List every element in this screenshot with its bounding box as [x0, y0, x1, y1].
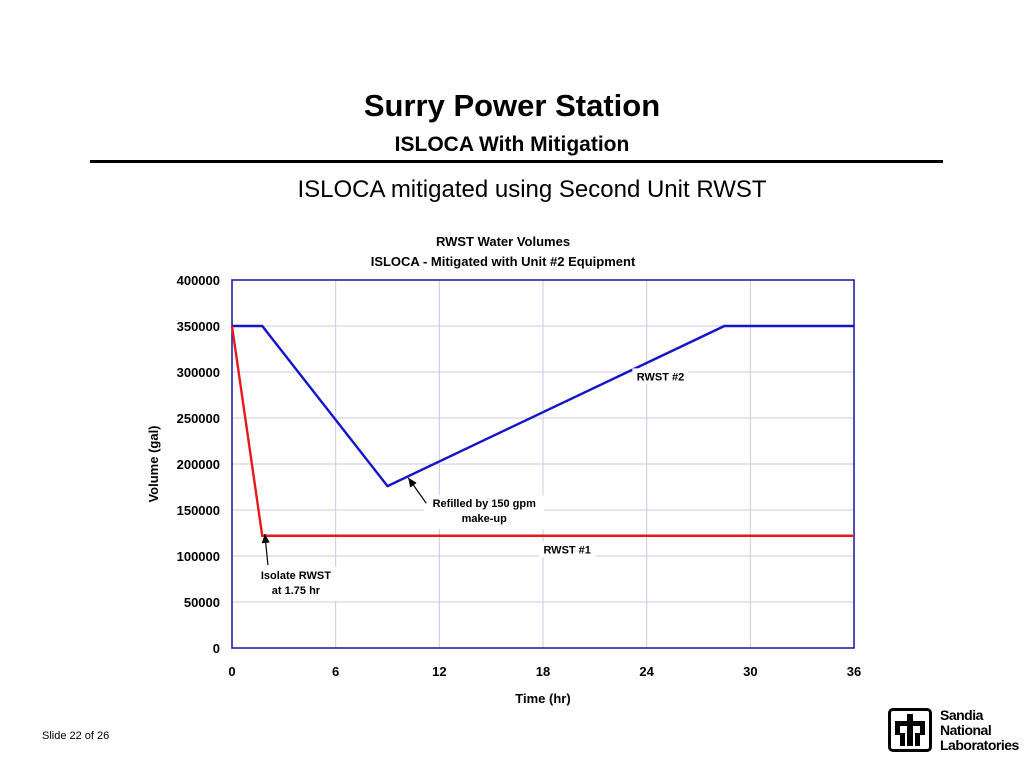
slide-subtitle: ISLOCA With Mitigation — [394, 133, 630, 156]
y-tick-label: 0 — [213, 641, 220, 656]
x-tick-label: 36 — [847, 664, 861, 679]
sandia-logo-text: Sandia National Laboratories — [940, 708, 1019, 753]
chart-subtitle: ISLOCA - Mitigated with Unit #2 Equipmen… — [371, 254, 636, 269]
annotation-text: make-up — [462, 513, 508, 525]
annotation-bg — [235, 567, 356, 601]
annotation-text: Refilled by 150 gpm — [433, 498, 537, 510]
slide-heading: ISLOCA mitigated using Second Unit RWST — [297, 176, 767, 203]
logo-line-1: Sandia — [940, 707, 983, 723]
x-tick-label: 24 — [639, 664, 654, 679]
y-tick-label: 150000 — [177, 503, 220, 518]
x-tick-label: 12 — [432, 664, 446, 679]
series-label: RWST #1 — [543, 544, 590, 556]
annotation-text: at 1.75 hr — [272, 585, 321, 597]
plot-border — [231, 279, 855, 649]
series-line-rwst-1 — [230, 325, 854, 537]
y-tick-label: 200000 — [177, 457, 220, 472]
sandia-logo: Sandia National Laboratories — [888, 708, 1019, 758]
slide-title: Surry Power Station — [363, 88, 661, 123]
logo-line-2: National — [940, 722, 992, 738]
y-tick-label: 300000 — [177, 365, 220, 380]
y-tick-label: 400000 — [177, 273, 220, 288]
y-tick-label: 50000 — [184, 595, 220, 610]
y-tick-label: 350000 — [177, 319, 220, 334]
annotation-arrow-head — [408, 477, 417, 488]
y-tick-label: 250000 — [177, 411, 220, 426]
annotation-arrow-head — [261, 533, 270, 544]
x-tick-label: 30 — [743, 664, 757, 679]
title-divider — [90, 160, 943, 163]
annotation-bg — [424, 495, 545, 530]
series-label-bg — [539, 541, 596, 558]
slide-number: Slide 22 of 26 — [42, 730, 110, 742]
x-tick-label: 6 — [332, 664, 339, 679]
y-axis-label: Volume (gal) — [146, 425, 161, 502]
series-label: RWST #2 — [637, 371, 684, 383]
chart-title: RWST Water Volumes — [436, 234, 570, 249]
x-tick-label: 0 — [228, 664, 235, 679]
y-tick-label: 100000 — [177, 549, 220, 564]
x-axis-label: Time (hr) — [515, 691, 570, 706]
sandia-thunderbird-icon — [888, 708, 932, 752]
logo-line-3: Laboratories — [940, 737, 1019, 753]
annotation-text: Isolate RWST — [261, 570, 331, 582]
x-tick-label: 18 — [536, 664, 550, 679]
series-label-bg — [632, 368, 689, 385]
series-line-rwst-2 — [232, 324, 854, 488]
